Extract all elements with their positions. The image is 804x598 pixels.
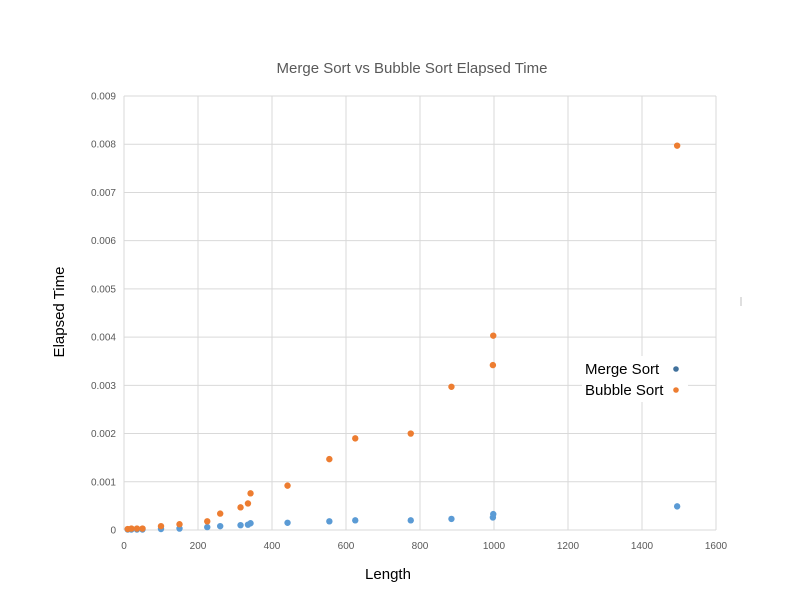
axes: 0 0.001 0.002 0.003 0.004 0.005 0.006 0.007 0.00… [91,92,742,552]
y-tick-label: 0.005 [91,284,116,295]
legend: Merge Sort Bubble Sort [582,356,688,402]
legend-background [582,356,688,402]
x-tick-label: 600 [338,541,355,552]
data-point [326,455,333,463]
legend-entry-label: Bubble Sort [585,382,664,399]
x-tick-label: 400 [264,541,281,552]
legend-entry-label: Merge Sort [585,361,660,378]
y-tick-label: 0.008 [91,140,116,151]
y-tick-label: 0 [110,526,116,537]
data-point [326,518,333,525]
data-point [490,332,497,339]
data-point [284,519,291,526]
series-merge-sort [124,503,681,533]
data-point [448,515,455,523]
data-point [157,522,165,530]
data-point [133,525,141,532]
data-point [407,430,414,437]
data-point [204,523,211,531]
legend-marker [673,387,679,393]
y-tick-label: 0.009 [91,92,116,103]
y-axis-label: Elapsed Time [51,267,68,358]
x-tick-label: 200 [190,541,207,552]
y-tick-label: 0.002 [91,429,116,440]
data-point [204,518,211,525]
data-point [673,503,681,510]
data-point [139,525,146,532]
x-tick-label: 1200 [557,541,580,552]
data-point [217,522,224,530]
legend-marker [673,366,679,372]
x-tick-label: 1000 [483,541,506,552]
data-point [489,361,497,369]
data-point [352,435,359,442]
data-point [217,510,224,517]
chart-title: Merge Sort vs Bubble Sort Elapsed Time [277,60,548,77]
x-tick-label: 0 [121,541,127,552]
data-point [673,142,681,149]
x-tick-label: 1600 [705,541,728,552]
data-points [124,142,681,533]
data-point [352,517,359,524]
data-point [176,521,183,528]
x-axis-label: Length [365,566,411,583]
series-bubble-sort [124,142,681,533]
x-tick-label: 800 [412,541,429,552]
data-point [128,525,135,532]
grid [123,95,717,531]
y-tick-label: 0.006 [91,236,116,247]
y-tick-label: 0.003 [91,381,116,392]
x-tick-label: 1400 [631,541,654,552]
y-tick-label: 0.001 [91,477,116,488]
data-point [244,500,252,507]
y-tick-label: 0.007 [91,188,116,199]
y-tick-label: 0.004 [91,333,116,344]
data-point [448,383,455,390]
data-point [407,517,414,524]
data-point [490,510,497,518]
data-point [247,490,254,497]
data-point [247,520,254,527]
data-point [284,482,291,489]
data-point [237,504,244,511]
data-point [237,521,244,529]
